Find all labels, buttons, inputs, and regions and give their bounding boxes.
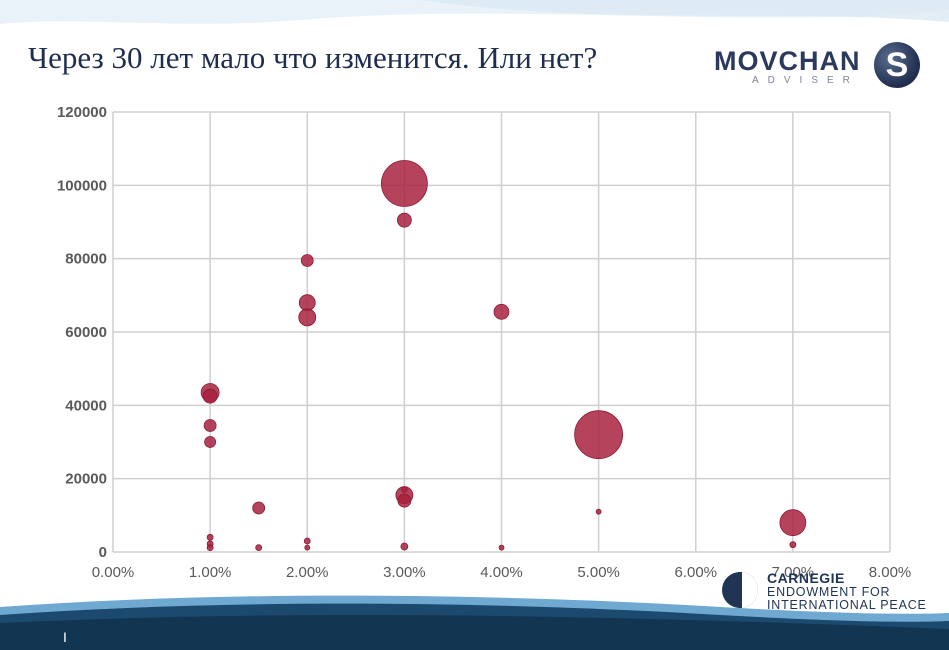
slide-title: Через 30 лет мало что изменится. Или нет… xyxy=(28,40,598,75)
y-tick-label: 80000 xyxy=(65,251,107,268)
x-tick-label: 2.00% xyxy=(286,564,329,581)
bubble-point xyxy=(206,533,214,541)
y-tick-label: 0 xyxy=(99,544,107,561)
bubble-point xyxy=(789,541,797,549)
bubble-point xyxy=(304,544,311,551)
carnegie-logo: CARNEGIE ENDOWMENT FOR INTERNATIONAL PEA… xyxy=(721,570,936,612)
bubble-point xyxy=(206,544,214,552)
bubble-point xyxy=(202,388,218,404)
y-tick-label: 60000 xyxy=(65,324,107,341)
bubble-point xyxy=(303,537,311,545)
x-tick-label: 8.00% xyxy=(869,564,912,581)
x-tick-label: 5.00% xyxy=(577,564,620,581)
y-tick-label: 100000 xyxy=(57,177,107,194)
bubble-point xyxy=(396,212,412,228)
x-tick-label: 0.00% xyxy=(92,564,135,581)
movchan-logo-word: MOVCHAN xyxy=(714,46,861,76)
movchan-logo-badge: S xyxy=(874,42,920,88)
bubble-point xyxy=(255,544,263,552)
bubble-point xyxy=(298,308,317,327)
carnegie-logo-line3: INTERNATIONAL PEACE xyxy=(767,598,927,612)
bubble-chart: 0 20000 40000 60000 80000 100000 120000 0.00% 1… xyxy=(57,104,912,581)
carnegie-logo-mark-icon xyxy=(722,572,758,608)
y-tick-label: 40000 xyxy=(65,397,107,414)
y-tick-label: 20000 xyxy=(65,471,107,488)
bubble-point xyxy=(574,410,624,460)
bubble-point xyxy=(779,509,807,537)
bubble-point xyxy=(498,544,505,551)
x-axis-tick-labels: 0.00% 1.00% 2.00% 3.00% 4.00% 5.00% 6.00% 7.00%… xyxy=(92,564,912,581)
x-tick-label: 1.00% xyxy=(189,564,232,581)
bubble-point xyxy=(397,493,412,508)
carnegie-logo-name: CARNEGIE xyxy=(767,570,845,586)
x-tick-label: 3.00% xyxy=(383,564,426,581)
bubble-point xyxy=(203,419,217,432)
page-mark: I xyxy=(63,629,67,645)
bubble-point xyxy=(400,542,409,551)
x-tick-label: 6.00% xyxy=(674,564,717,581)
bubble-point xyxy=(204,436,217,448)
x-tick-label: 4.00% xyxy=(480,564,523,581)
bubble-point xyxy=(595,508,602,515)
bubble-point xyxy=(300,254,314,267)
carnegie-logo-line2: ENDOWMENT FOR xyxy=(767,585,891,599)
movchan-logo: MOVCHAN ADVISER S xyxy=(712,42,922,90)
bubble-point xyxy=(252,501,266,515)
movchan-logo-sub: ADVISER xyxy=(752,75,859,86)
y-axis-tick-labels: 0 20000 40000 60000 80000 100000 120000 xyxy=(57,104,107,561)
bubble-point xyxy=(380,160,428,207)
top-wave-decoration xyxy=(0,0,949,24)
bubble-point xyxy=(298,294,316,312)
y-tick-label: 120000 xyxy=(57,104,107,121)
bubble-series xyxy=(200,160,807,552)
bubble-point xyxy=(493,303,510,320)
bottom-wave-decoration xyxy=(0,595,949,650)
chart-grid xyxy=(112,111,891,553)
x-tick-label: 7.00% xyxy=(772,564,815,581)
